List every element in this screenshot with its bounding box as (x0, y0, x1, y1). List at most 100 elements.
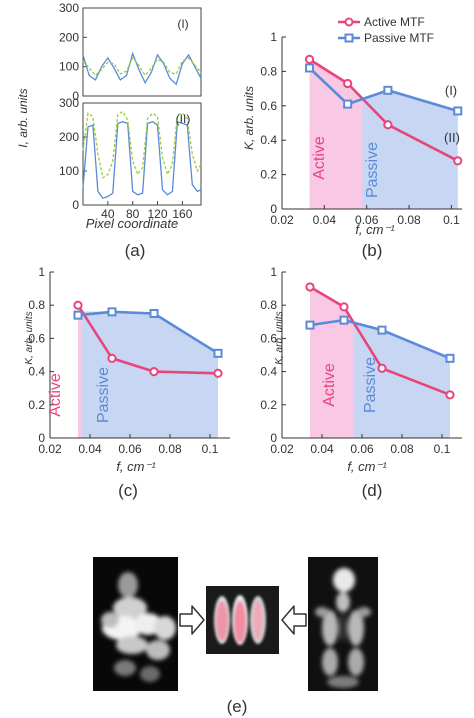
y-tick-label: 200 (59, 30, 79, 44)
active-mtf-point (213, 368, 223, 378)
y-tick-label: 0.8 (28, 298, 45, 312)
passive-region-fill (362, 90, 458, 209)
axes-frame (82, 7, 202, 97)
panel-label-d: (d) (362, 481, 383, 500)
active-mtf-point (107, 353, 117, 363)
arrow-right-icon (179, 605, 205, 635)
passive-mtf-point (453, 106, 463, 116)
y-tick-label: 0.2 (260, 398, 277, 412)
y-tick-label: 0.6 (28, 331, 45, 345)
passive-region-fill (354, 322, 450, 438)
active-mtf-point (304, 54, 315, 64)
passive-mtf-line (308, 67, 459, 113)
x-tick-label: 160 (172, 207, 192, 221)
x-tick-label: 0.02 (38, 442, 62, 456)
passive-region-label: Passive (95, 367, 112, 423)
panel-label-b: (b) (362, 241, 383, 260)
x-tick-label: 0.02 (270, 442, 294, 456)
x-tick-label: 0.08 (397, 213, 421, 227)
y-tick-label: 1 (270, 30, 277, 44)
y-tick-label: 0.4 (28, 365, 45, 379)
panel-d: 0 0.2 0.4 0.6 0.8 1 0.02 0.04 0.06 0.08 0.1 Active P… (260, 265, 462, 500)
y-tick-label: 0.4 (260, 133, 277, 147)
active-mtf-point (377, 363, 387, 373)
axes-frame (82, 102, 202, 206)
image-left-passive (93, 557, 178, 691)
y-tick-label: 0 (72, 198, 79, 212)
x-tick-label: 0.02 (270, 213, 294, 227)
panel-c: 0 0.2 0.4 0.6 0.8 1 0.02 0.04 0.06 0.08 0.1 Active P… (24, 265, 230, 500)
panel-b-xlabel: f, cm⁻¹ (355, 222, 395, 237)
panel-b: 0 0.2 0.4 0.6 0.8 1 0.02 0.04 0.06 0.08 0.1 Active P… (242, 15, 463, 260)
profile-annotation: (I) (177, 17, 188, 31)
panel-a-top-plot: 0 100 200 300 (I) (59, 1, 202, 103)
x-tick-label: 0.1 (443, 213, 460, 227)
panel-a-ylabel: I, arb. units (16, 88, 30, 147)
y-tick-label: 0.6 (260, 99, 277, 113)
y-tick-label: 0 (270, 431, 277, 445)
y-tick-label: 0.6 (260, 331, 277, 345)
y-tick-label: 0.2 (260, 168, 277, 182)
y-tick-label: 0.8 (260, 298, 277, 312)
passive-mtf-line (77, 310, 219, 355)
passive-mtf-point (213, 348, 223, 358)
passive-mtf-point (339, 315, 349, 325)
active-mtf-line (308, 58, 459, 162)
y-tick-label: 0.8 (260, 64, 277, 78)
active-mtf-point (453, 156, 463, 166)
active-mtf-point (343, 78, 353, 89)
active-region-label: Active (311, 136, 328, 180)
passive-mtf-point (343, 99, 353, 109)
panel-c-ylabel: K, arb. units (24, 311, 35, 364)
active-region-fill (78, 305, 82, 438)
panel-b-ylabel: K, arb. units (242, 86, 256, 150)
profile-dashed-line (82, 110, 202, 179)
x-tick-label: 80 (126, 207, 140, 221)
panel-label-e: (e) (227, 697, 248, 716)
y-tick-label: 0.2 (28, 398, 45, 412)
x-tick-label: 0.1 (434, 442, 451, 456)
profile-annotation: (II) (176, 112, 191, 126)
x-tick-label: 0.08 (158, 442, 182, 456)
active-region-label: Active (321, 363, 338, 407)
y-tick-label: 0 (72, 89, 79, 103)
x-tick-label: 0.08 (390, 442, 414, 456)
x-tick-label: 120 (148, 207, 168, 221)
active-mtf-point (339, 302, 349, 312)
x-tick-label: 0.04 (78, 442, 102, 456)
y-tick-label: 1 (38, 265, 45, 279)
passive-mtf-point (149, 309, 159, 318)
x-tick-label: 0.1 (202, 442, 219, 456)
panel-e: (e) (93, 557, 378, 716)
curve-label: (I) (445, 83, 457, 98)
panel-label-a: (a) (125, 241, 146, 260)
x-tick-label: 40 (101, 207, 115, 221)
panel-d-xlabel: f, cm⁻¹ (347, 459, 387, 474)
y-tick-label: 0 (38, 431, 45, 445)
panel-a-xlabel: Pixel coordinate (86, 216, 179, 231)
y-tick-label: 100 (59, 164, 79, 178)
panel-c-plot: 0 0.2 0.4 0.6 0.8 1 0.02 0.04 0.06 0.08 0.1 Active P… (28, 265, 230, 456)
active-mtf-point (73, 300, 83, 310)
x-tick-label: 0.04 (313, 213, 337, 227)
passive-region-label: Passive (362, 357, 379, 413)
panel-b-legend: Active MTF Passive MTF (338, 15, 434, 45)
active-region-fill (309, 59, 363, 210)
passive-mtf-point (107, 307, 117, 317)
panel-d-ylabel: K, arb. units (274, 311, 285, 364)
panel-c-xlabel: f, cm⁻¹ (116, 459, 156, 474)
legend-passive-mtf: Passive MTF (364, 31, 434, 45)
passive-mtf-point (383, 85, 393, 95)
passive-mtf-point (305, 320, 315, 330)
profile-dashed-line (82, 56, 202, 77)
y-tick-label: 1 (270, 265, 277, 279)
passive-region-fill (82, 311, 218, 438)
y-tick-label: 100 (59, 60, 79, 74)
curve-label: (II) (444, 130, 460, 145)
panel-a: 0 100 200 300 (I) 0 100 200 300 40 80 120 160 (II) I… (16, 1, 202, 260)
active-mtf-point (383, 120, 393, 130)
x-tick-label: 0.06 (355, 213, 379, 227)
active-mtf-point (305, 282, 315, 292)
y-tick-label: 0 (270, 202, 277, 216)
